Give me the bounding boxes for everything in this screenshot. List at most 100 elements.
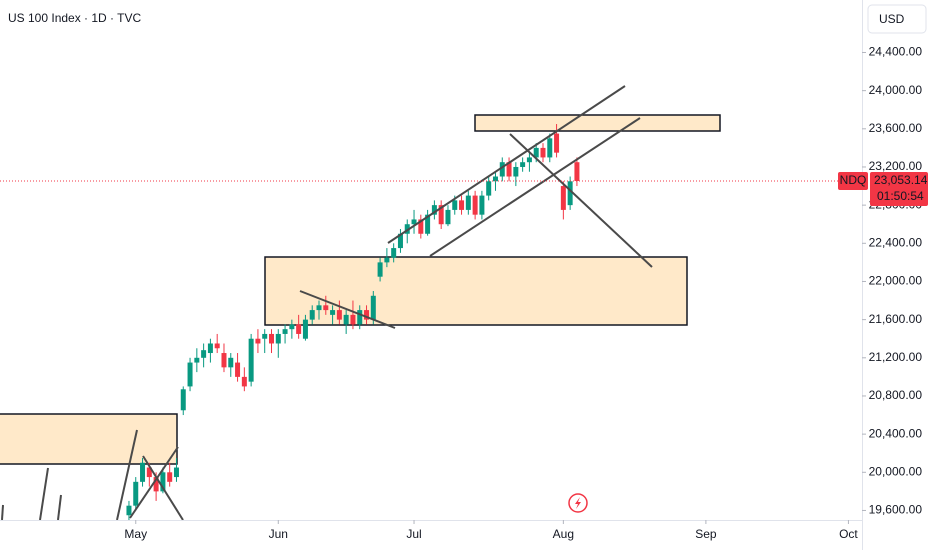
- candle-body: [364, 310, 370, 320]
- candle-body: [323, 305, 329, 311]
- zone-box: [474, 114, 721, 132]
- candle-body: [452, 200, 458, 210]
- trend-line: [39, 467, 49, 520]
- candle-body: [438, 205, 444, 225]
- candle-body: [384, 257, 390, 263]
- candle-body: [309, 310, 315, 320]
- trend-line: [429, 117, 641, 257]
- candle-body: [357, 310, 363, 325]
- trend-line: [57, 494, 62, 520]
- candle-body: [397, 233, 403, 249]
- candle-body: [275, 333, 281, 344]
- candle-body: [255, 338, 261, 344]
- candle-body: [153, 477, 159, 492]
- candle-body: [336, 310, 342, 320]
- x-tick-label: Jun: [269, 527, 288, 541]
- y-tick-label: 20,800.00: [869, 388, 923, 402]
- candle-body: [391, 248, 397, 258]
- zone-box: [0, 413, 178, 465]
- candle-body: [173, 467, 179, 478]
- candle-body: [228, 357, 234, 368]
- candle-body: [268, 333, 274, 344]
- trend-line: [1, 504, 4, 520]
- candle-body: [540, 147, 546, 158]
- candle-body: [296, 324, 302, 334]
- candle-body: [404, 224, 410, 234]
- drawings: [1, 85, 653, 520]
- x-tick-label: Sep: [695, 527, 717, 541]
- candle-body: [465, 195, 471, 210]
- candles: [126, 124, 580, 520]
- candle-body: [486, 181, 492, 196]
- y-tick-label: 23,200.00: [869, 159, 923, 173]
- candle-body: [533, 147, 539, 158]
- candle-body: [377, 262, 383, 277]
- candle-body: [370, 295, 376, 320]
- candle-body: [194, 357, 200, 363]
- price-tag-box: [870, 171, 928, 206]
- y-tick-label: 22,000.00: [869, 274, 923, 288]
- candle-body: [133, 481, 139, 506]
- candle-body: [459, 200, 465, 210]
- candle-body: [330, 310, 336, 315]
- candle-body: [207, 343, 213, 354]
- flash-icon[interactable]: [568, 493, 588, 513]
- y-tick-label: 20,400.00: [869, 426, 923, 440]
- candle-body: [567, 181, 573, 206]
- candle-body: [201, 350, 207, 358]
- x-tick-label: Oct: [839, 527, 858, 541]
- candle-body: [214, 343, 220, 349]
- x-tick-label: Aug: [553, 527, 574, 541]
- candle-body: [343, 314, 349, 325]
- y-tick-label: 24,000.00: [869, 83, 923, 97]
- candle-body: [187, 362, 193, 387]
- candle-body: [221, 353, 227, 368]
- candle-body: [526, 157, 532, 163]
- candle-body: [574, 162, 580, 181]
- last-price-label: 23,053.14: [874, 173, 928, 187]
- y-tick-label: 24,400.00: [869, 45, 923, 59]
- candle-body: [425, 214, 431, 234]
- candle-body: [302, 319, 308, 339]
- trend-line: [129, 446, 179, 519]
- candle-body: [262, 333, 268, 339]
- y-tick-label: 21,200.00: [869, 350, 923, 364]
- candle-body: [499, 162, 505, 177]
- y-tick-label: 21,600.00: [869, 312, 923, 326]
- candle-body: [560, 186, 566, 210]
- candle-body: [554, 133, 560, 153]
- zone-box: [264, 256, 688, 326]
- trend-line: [299, 290, 396, 329]
- x-tick-label: May: [124, 527, 147, 541]
- countdown: 01:50:54: [877, 189, 924, 203]
- candle-body: [241, 376, 247, 387]
- candle-body: [146, 467, 152, 478]
- x-tick-label: Jul: [406, 527, 421, 541]
- candle-body: [445, 209, 451, 225]
- currency-button[interactable]: [867, 4, 927, 34]
- icon-ring: [568, 493, 588, 513]
- trend-line: [142, 455, 184, 520]
- candle-body: [492, 176, 498, 182]
- candle-body: [282, 329, 288, 334]
- trend-line: [387, 85, 626, 244]
- symbol-tag: NDQ: [840, 173, 867, 187]
- candle-body: [479, 195, 485, 215]
- trend-line: [509, 133, 653, 268]
- candle-body: [547, 138, 553, 158]
- candle-body: [431, 205, 437, 215]
- chart-title: US 100 Index · 1D · TVC: [8, 11, 142, 25]
- candle-body: [411, 219, 417, 225]
- candle-body: [126, 505, 132, 516]
- currency: USD: [879, 12, 905, 26]
- candle-body: [472, 195, 478, 215]
- trend-line: [116, 429, 138, 520]
- plot-area: [0, 114, 721, 465]
- candle-body: [160, 472, 166, 492]
- candle-body: [248, 338, 254, 382]
- icon-bolt: [575, 497, 581, 509]
- y-tick-label: 20,000.00: [869, 464, 923, 478]
- candle-body: [418, 219, 424, 234]
- candle-body: [235, 362, 241, 377]
- candle-body: [140, 462, 146, 482]
